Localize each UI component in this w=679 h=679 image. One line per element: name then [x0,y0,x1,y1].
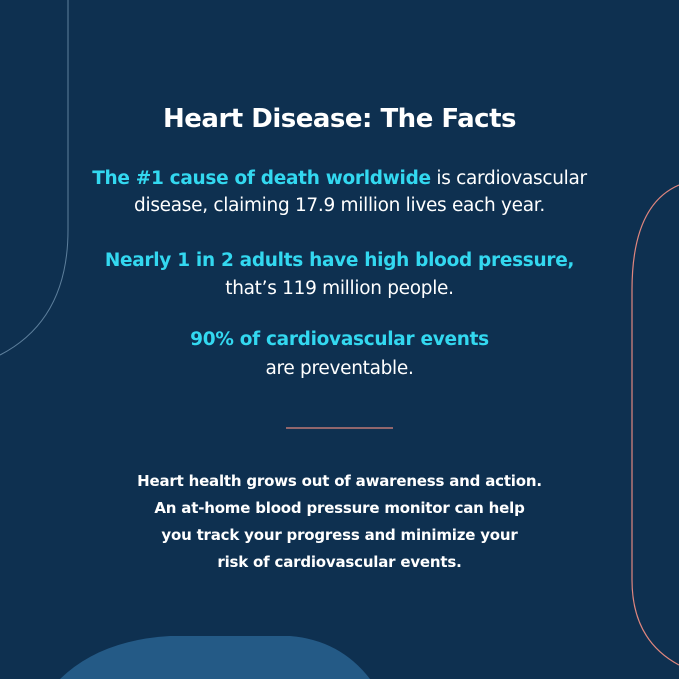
fact-text: is cardiovascular [436,168,587,189]
closing-line: Heart health grows out of awareness and … [137,472,542,490]
closing-line: An at-home blood pressure monitor can he… [154,499,525,517]
fact-highlight: The #1 cause of death worldwide [92,168,431,189]
bottom-shape [60,636,370,679]
fact-highlight: Nearly 1 in 2 adults have high blood pre… [104,250,575,271]
closing-line: you track your progress and minimize you… [161,526,518,544]
fact-highlight: 90% of cardiovascular events [190,329,489,350]
left-arc [0,0,69,356]
title: Heart Disease: The Facts [163,104,516,134]
fact-text: that’s 119 million people. [225,278,454,299]
closing-line: risk of cardiovascular events. [217,553,462,571]
fact-text: are preventable. [265,358,414,379]
right-outline [631,184,679,666]
fact-line: The #1 cause of death worldwide is cardi… [0,168,679,189]
fact-text: disease, claiming 17.9 million lives eac… [134,195,545,216]
